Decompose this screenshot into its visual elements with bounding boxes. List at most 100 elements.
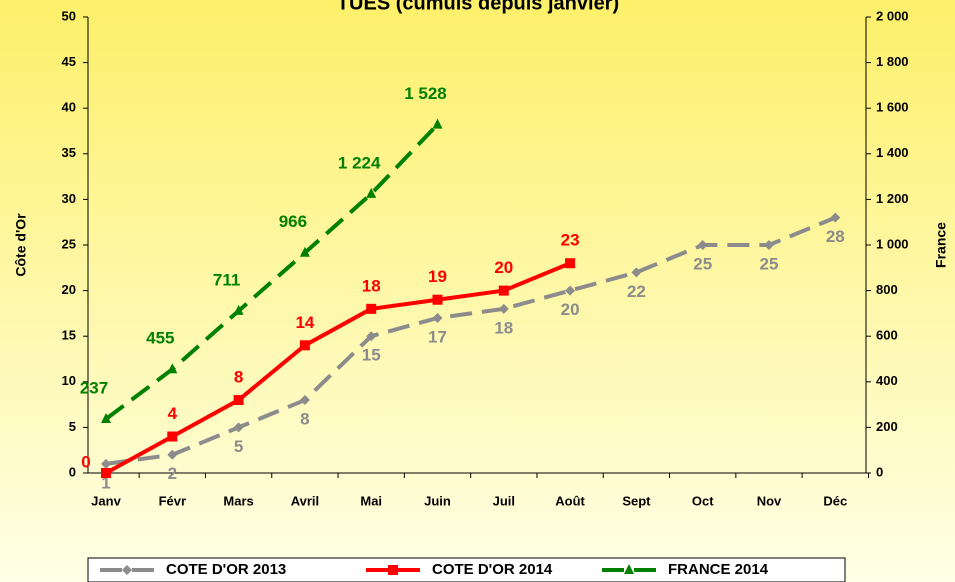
data-label: 17	[428, 327, 447, 346]
marker	[101, 468, 111, 478]
y-tick-label: 15	[62, 328, 76, 343]
y2-tick-label: 2 000	[876, 8, 909, 23]
series-line	[105, 215, 837, 466]
data-label: 14	[295, 313, 314, 332]
data-label: 237	[80, 378, 108, 397]
data-label: 20	[561, 300, 580, 319]
y2-tick-label: 200	[876, 419, 898, 434]
legend-label: FRANCE 2014	[668, 561, 769, 578]
marker	[764, 240, 774, 250]
series-line	[104, 123, 439, 421]
marker	[697, 240, 708, 250]
x-tick-label: Févr	[159, 493, 186, 508]
marker	[167, 431, 178, 442]
x-tick-label: Août	[555, 493, 585, 508]
data-label: 5	[234, 437, 243, 456]
x-tick-label: Oct	[692, 493, 714, 508]
data-label: 20	[494, 258, 513, 277]
y2-tick-label: 1 800	[876, 54, 909, 69]
legend-label: COTE D'OR 2013	[166, 561, 286, 578]
y2-tick-label: 600	[876, 328, 898, 343]
data-label: 4	[168, 404, 178, 423]
x-tick-label: Janv	[91, 493, 121, 508]
x-tick-label: Juin	[424, 493, 451, 508]
marker	[565, 285, 576, 296]
y2-tick-label: 800	[876, 282, 898, 297]
marker	[631, 267, 642, 278]
marker	[233, 422, 244, 433]
marker	[830, 212, 841, 223]
marker	[366, 331, 377, 342]
data-label: 28	[826, 227, 845, 246]
y2-tick-label: 400	[876, 373, 898, 388]
y-tick-label: 35	[62, 145, 76, 160]
marker	[233, 395, 244, 406]
x-tick-label: Nov	[757, 493, 782, 508]
data-label: 19	[428, 267, 447, 286]
data-label: 1 528	[404, 84, 447, 103]
marker	[432, 312, 443, 323]
data-label: 22	[627, 282, 646, 301]
data-label: 8	[300, 410, 309, 429]
marker	[624, 564, 634, 574]
series-line	[105, 261, 571, 475]
x-tick-label: Mars	[223, 493, 253, 508]
x-tick-label: Avril	[291, 493, 319, 508]
y2-axis-title: France	[933, 222, 949, 268]
x-tick-label: Sept	[622, 493, 651, 508]
y2-tick-label: 1 600	[876, 100, 909, 115]
data-label: 0	[81, 452, 90, 471]
marker	[366, 187, 377, 198]
y-tick-label: 50	[62, 8, 76, 23]
y-tick-label: 0	[69, 464, 76, 479]
legend	[87, 557, 846, 582]
y-axis-title: Côte d'Or	[13, 213, 29, 277]
y2-tick-label: 1 000	[876, 236, 909, 251]
y-tick-label: 25	[62, 236, 76, 251]
marker	[299, 340, 310, 351]
y2-tick-label: 1 200	[876, 191, 909, 206]
marker	[101, 412, 111, 423]
marker	[432, 118, 443, 129]
data-label: 23	[561, 231, 580, 250]
data-label: 25	[760, 254, 779, 273]
y-tick-label: 30	[62, 191, 76, 206]
marker	[299, 395, 310, 406]
y-tick-label: 20	[62, 282, 76, 297]
marker	[388, 565, 398, 575]
marker	[101, 458, 111, 469]
y-tick-label: 5	[69, 419, 76, 434]
data-label: 25	[693, 254, 712, 273]
legend-label: COTE D'OR 2014	[432, 561, 553, 578]
data-label: 1 224	[338, 153, 381, 172]
marker	[366, 303, 377, 314]
y-tick-label: 40	[62, 100, 76, 115]
data-label: 1	[101, 473, 110, 492]
data-label: 711	[213, 270, 240, 289]
marker	[299, 246, 310, 257]
marker	[122, 565, 132, 575]
marker	[233, 304, 244, 315]
data-label: 966	[279, 212, 307, 231]
marker	[498, 303, 509, 314]
marker	[565, 258, 576, 269]
data-label: 8	[234, 368, 243, 387]
data-label: 2	[168, 464, 177, 483]
data-label: 18	[362, 276, 381, 295]
data-label: 455	[146, 329, 174, 348]
y-tick-label: 10	[62, 373, 76, 388]
marker	[167, 449, 178, 460]
data-label: 15	[362, 346, 381, 365]
y-tick-label: 45	[62, 54, 76, 69]
chart-title: TUES (cumuls depuis janvier)	[337, 0, 619, 14]
y2-tick-label: 1 400	[876, 145, 909, 160]
data-label: 18	[494, 318, 513, 337]
x-tick-label: Déc	[823, 493, 847, 508]
x-tick-label: Mai	[360, 493, 382, 508]
y2-tick-label: 0	[876, 464, 883, 479]
marker	[432, 294, 443, 305]
x-tick-label: Juil	[493, 493, 515, 508]
marker	[167, 363, 178, 374]
